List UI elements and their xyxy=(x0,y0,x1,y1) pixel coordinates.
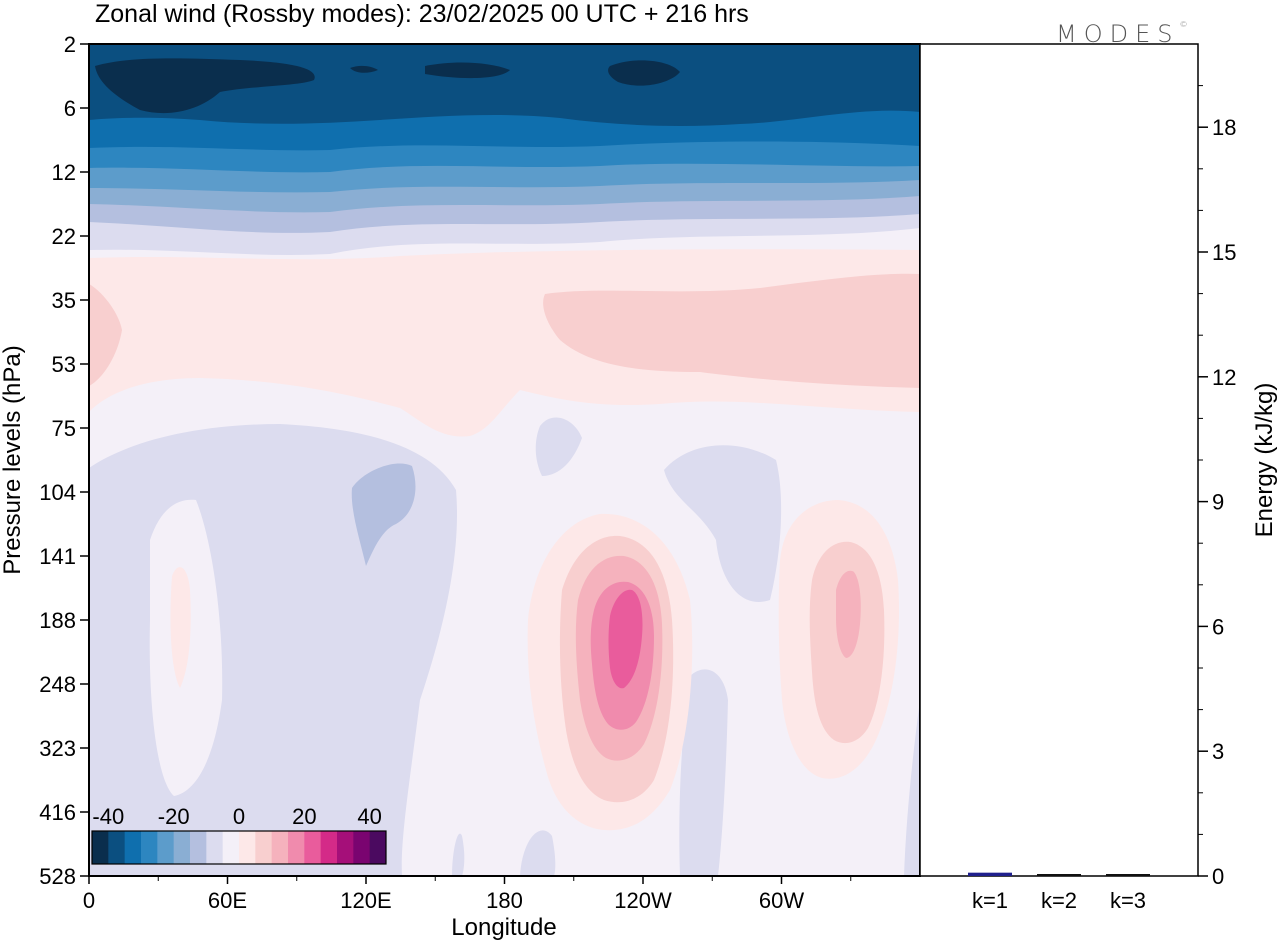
contour-band-plus10 xyxy=(89,284,122,386)
colorbar-swatch xyxy=(92,831,109,864)
colorbar-swatch xyxy=(190,831,207,864)
contour-band-plus5 xyxy=(170,567,191,688)
energy-bar-k3 xyxy=(1106,874,1150,876)
y-tick-label: 188 xyxy=(39,608,76,633)
longitude-axis: 0 60E 120E 180 120W 60W xyxy=(83,876,852,913)
y-tick-label: 248 xyxy=(39,672,76,697)
contour-band-minus40 xyxy=(425,62,510,79)
y-tick-label: 323 xyxy=(39,736,76,761)
colorbar-swatch xyxy=(353,831,371,864)
energy-axis-title: Energy (kJ/kg) xyxy=(1251,383,1278,538)
colorbar-tick-label: 40 xyxy=(357,804,381,829)
y-tick-label: 104 xyxy=(39,480,76,505)
x-tick-label: 180 xyxy=(486,888,523,913)
chart-title: Zonal wind (Rossby modes): 23/02/2025 00… xyxy=(95,0,749,28)
colorbar-swatch xyxy=(173,831,191,864)
wavenumber-label: k=3 xyxy=(1110,888,1146,913)
wavenumber-label: k=1 xyxy=(972,888,1008,913)
y-tick-label: 35 xyxy=(52,288,76,313)
energy-bar-k1 xyxy=(968,872,1012,876)
contour-band-minus5 xyxy=(535,417,582,476)
contour-band-minus5 xyxy=(664,445,782,602)
x-tick-label: 120W xyxy=(614,888,672,913)
contour-band-plus10 xyxy=(543,273,920,388)
contour-band-minus5 xyxy=(452,833,465,876)
y-tick-label: 75 xyxy=(52,416,76,441)
colorbar-swatch xyxy=(271,831,289,864)
colorbar-swatch xyxy=(288,831,305,864)
contour-band-minus35 xyxy=(89,44,920,126)
colorbar-swatch xyxy=(320,831,338,864)
contour-band-minus40 xyxy=(608,60,680,86)
colorbar-swatch xyxy=(304,831,322,864)
energy-bar-k2 xyxy=(1037,874,1081,876)
y-tick-label: 22 xyxy=(52,224,76,249)
contour-band-minus5 xyxy=(904,700,920,876)
y-tick-label: 6 xyxy=(64,96,76,121)
zonal-wind-heatmap xyxy=(89,44,920,876)
pressure-axis: 2 6 12 22 35 53 75 104 141 188 248 323 416 528 xyxy=(39,32,89,889)
colorbar-swatch xyxy=(239,831,256,864)
x-tick-label: 60E xyxy=(208,888,247,913)
energy-tick-label: 0 xyxy=(1212,864,1224,889)
x-tick-label: 60W xyxy=(759,888,804,913)
contour-band-minus40 xyxy=(350,65,378,73)
wavenumber-axis: k=1 k=2 k=3 xyxy=(972,888,1146,913)
colorbar-tick-label: -20 xyxy=(158,804,190,829)
energy-tick-label: 6 xyxy=(1212,614,1224,639)
colorbar-swatch xyxy=(124,831,142,864)
contour-band-minus10 xyxy=(351,463,416,566)
colorbar-swatch xyxy=(369,831,387,864)
energy-tick-label: 18 xyxy=(1212,115,1236,140)
contour-band-minus40 xyxy=(95,58,315,114)
contour-band-minus5 xyxy=(679,669,728,876)
colorbar-swatch xyxy=(206,831,224,864)
y-axis-title: Pressure levels (hPa) xyxy=(0,345,26,574)
energy-tick-label: 3 xyxy=(1212,739,1224,764)
y-tick-label: 528 xyxy=(39,864,76,889)
colorbar-tick-label: -40 xyxy=(92,804,124,829)
y-tick-label: 141 xyxy=(39,544,76,569)
energy-tick-label: 9 xyxy=(1212,490,1224,515)
colorbar-swatch xyxy=(222,831,240,864)
colorbar-swatch xyxy=(108,831,126,864)
colorbar-swatch xyxy=(141,831,158,864)
energy-tick-label: 15 xyxy=(1212,240,1236,265)
x-tick-label: 0 xyxy=(83,888,95,913)
energy-bars xyxy=(968,872,1150,876)
energy-tick-label: 12 xyxy=(1212,365,1236,390)
y-tick-label: 53 xyxy=(52,352,76,377)
energy-panel-frame xyxy=(919,43,1199,877)
y-tick-label: 416 xyxy=(39,800,76,825)
contour-band-plus15 xyxy=(836,570,861,658)
contour-band-plus25 xyxy=(608,589,643,689)
colorbar-swatch xyxy=(157,831,175,864)
colorbar-tick-label: 0 xyxy=(233,804,245,829)
x-tick-label: 120E xyxy=(340,888,391,913)
colorbar-swatch xyxy=(255,831,273,864)
colorbar-legend: -40 -20 0 20 40 xyxy=(91,804,387,865)
contour-band-minus5 xyxy=(520,830,556,876)
colorbar-swatch xyxy=(337,831,354,864)
colorbar-frame xyxy=(91,830,387,865)
energy-axis: 0 3 6 9 12 15 18 xyxy=(1198,85,1236,889)
x-axis-title: Longitude xyxy=(451,914,556,941)
y-tick-label: 12 xyxy=(52,160,76,185)
y-tick-label: 2 xyxy=(64,32,76,57)
wavenumber-label: k=2 xyxy=(1041,888,1077,913)
colorbar-tick-label: 20 xyxy=(292,804,316,829)
